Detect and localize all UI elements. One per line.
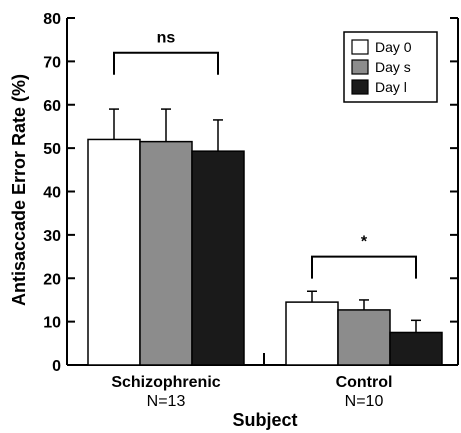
bars	[87, 138, 443, 366]
x-axis-title: Subject	[232, 410, 297, 430]
bar-control-day-s	[337, 309, 391, 366]
bar-control-day-l	[389, 331, 443, 366]
y-tick-label: 80	[43, 11, 61, 28]
legend-swatch	[351, 59, 369, 75]
legend: Day 0 Day s Day l	[343, 31, 438, 103]
bar-schizophrenic-day-s	[139, 140, 193, 366]
significance-bracket	[311, 255, 417, 279]
y-tick-label: 60	[43, 98, 61, 115]
category-sample-size: N=13	[147, 393, 186, 410]
x-axis-categories: Schizophrenic N=13 Control N=10	[111, 374, 392, 410]
category-sample-size: N=10	[345, 393, 384, 410]
significance-brackets: ns *	[113, 30, 417, 279]
y-axis: 0 10 20 30 40 50 60 70 80	[43, 11, 458, 375]
y-tick-label: 70	[43, 54, 61, 71]
y-tick-label: 0	[52, 358, 61, 375]
legend-label: Day 0	[375, 39, 412, 55]
significance-bracket	[113, 51, 219, 75]
legend-label: Day l	[375, 79, 407, 95]
significance-label: *	[361, 234, 368, 251]
bar-control-day-0	[285, 301, 339, 366]
bar-schizophrenic-day-0	[87, 138, 141, 366]
legend-swatch	[351, 39, 369, 55]
category-label: Control	[336, 374, 393, 391]
error-bars	[109, 108, 421, 333]
y-tick-label: 40	[43, 185, 61, 202]
y-tick-label: 50	[43, 141, 61, 158]
legend-label: Day s	[375, 59, 411, 75]
legend-swatch	[351, 79, 369, 95]
y-tick-label: 10	[43, 315, 61, 332]
significance-label: ns	[157, 30, 176, 47]
y-axis-title: Antisaccade Error Rate (%)	[9, 74, 29, 306]
y-tick-label: 30	[43, 228, 61, 245]
bar-schizophrenic-day-l	[191, 150, 245, 366]
category-label: Schizophrenic	[111, 374, 220, 391]
y-tick-label: 20	[43, 271, 61, 288]
